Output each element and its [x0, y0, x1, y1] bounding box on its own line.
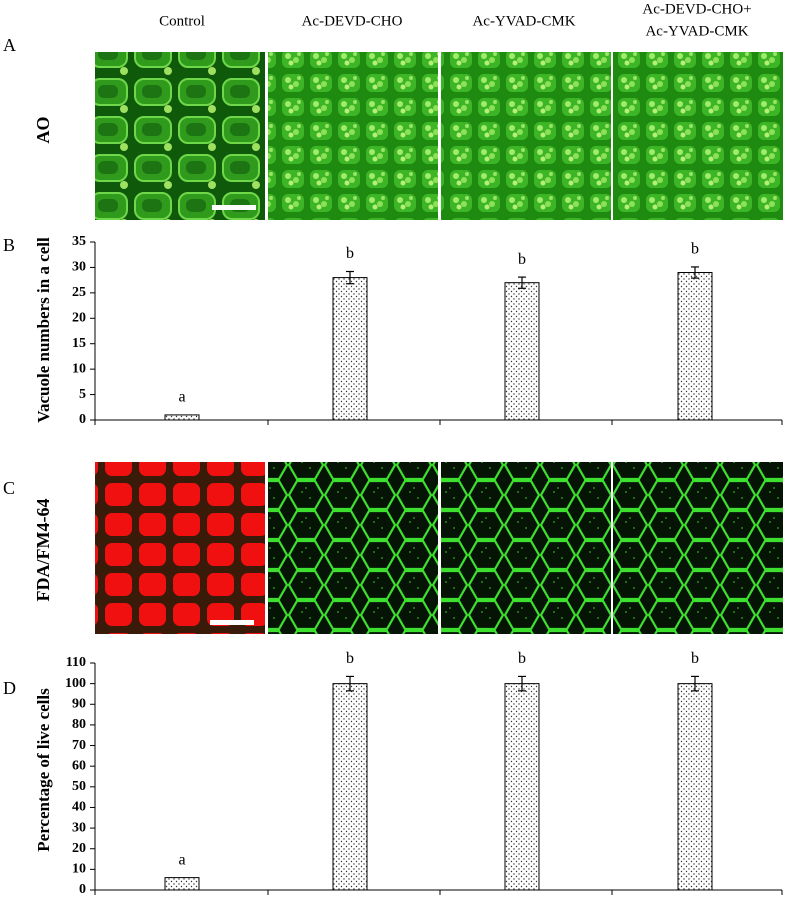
column-header: Ac-DEVD-CHO — [302, 13, 403, 29]
y-tick-label: 0 — [79, 412, 86, 427]
error-bar — [691, 675, 699, 692]
panel-label: B — [3, 235, 15, 255]
micrograph — [95, 462, 265, 634]
y-tick-label: 20 — [72, 841, 86, 856]
y-tick-label: 25 — [72, 285, 86, 300]
y-tick-label: 80 — [72, 717, 86, 732]
error-bar — [518, 675, 526, 692]
micrograph — [268, 52, 438, 220]
panel-label: D — [3, 678, 16, 698]
micrograph — [441, 52, 611, 220]
y-tick-label: 60 — [72, 758, 86, 773]
y-tick-label: 35 — [72, 234, 86, 249]
panel-label: A — [3, 35, 16, 55]
column-header: Control — [159, 13, 205, 29]
significance-label: a — [178, 851, 185, 868]
y-tick-label: 30 — [72, 820, 86, 835]
row-label: FDA/FM4-64 — [33, 499, 53, 602]
y-tick-label: 10 — [72, 361, 86, 376]
significance-label: b — [518, 251, 526, 268]
y-tick-label: 90 — [72, 696, 86, 711]
significance-label: b — [518, 650, 526, 667]
bar — [504, 282, 540, 421]
y-tick-label: 10 — [72, 862, 86, 877]
y-tick-label: 40 — [72, 800, 86, 815]
micrograph — [268, 462, 438, 634]
y-tick-label: 20 — [72, 311, 86, 326]
micrograph — [613, 462, 783, 634]
y-tick-label: 30 — [72, 260, 86, 275]
error-bar — [518, 276, 526, 289]
y-tick-label: 0 — [79, 882, 86, 897]
y-tick-label: 50 — [72, 779, 86, 794]
column-header: Ac-YVAD-CMK — [645, 23, 748, 39]
bar — [677, 272, 713, 421]
micrograph — [95, 52, 265, 220]
column-header: Ac-YVAD-CMK — [472, 13, 575, 29]
column-header: Ac-DEVD-CHO+ — [642, 1, 751, 17]
bar — [677, 683, 713, 891]
bar — [332, 277, 368, 421]
bar — [164, 414, 200, 421]
row-label: AO — [33, 117, 53, 144]
error-bar — [346, 675, 354, 692]
error-bar — [346, 270, 354, 285]
significance-label: b — [346, 650, 354, 667]
bar — [504, 683, 540, 891]
micrograph — [441, 462, 611, 634]
y-tick-label: 15 — [72, 336, 86, 351]
y-tick-label: 5 — [79, 387, 86, 402]
scale-bar — [212, 205, 256, 210]
y-tick-label: 110 — [66, 655, 86, 670]
scale-bar — [210, 620, 254, 625]
y-axis-label: Vacuole numbers in a cell — [34, 237, 53, 423]
bar — [332, 683, 368, 891]
micrograph — [613, 52, 783, 220]
y-axis-label: Percentage of live cells — [34, 688, 53, 852]
y-tick-label: 100 — [65, 676, 86, 691]
micrographs — [95, 52, 783, 634]
panel-label: C — [3, 478, 15, 498]
significance-label: a — [178, 389, 185, 406]
bar — [164, 877, 200, 891]
error-bar — [691, 266, 699, 279]
significance-label: b — [691, 241, 699, 258]
significance-label: b — [691, 650, 699, 667]
y-tick-label: 70 — [72, 738, 86, 753]
significance-label: b — [346, 245, 354, 262]
